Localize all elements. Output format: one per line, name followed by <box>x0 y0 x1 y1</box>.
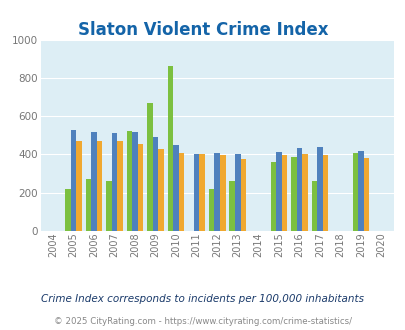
Bar <box>363 158 369 231</box>
Bar <box>290 157 296 231</box>
Text: © 2025 CityRating.com - https://www.cityrating.com/crime-statistics/: © 2025 CityRating.com - https://www.city… <box>54 317 351 326</box>
Bar <box>240 159 245 231</box>
Bar <box>301 154 307 231</box>
Bar <box>173 145 179 231</box>
Bar <box>234 154 240 231</box>
Bar <box>96 141 102 231</box>
Text: Slaton Violent Crime Index: Slaton Violent Crime Index <box>78 21 327 40</box>
Bar <box>275 152 281 231</box>
Bar <box>126 130 132 231</box>
Bar <box>316 147 322 231</box>
Bar <box>111 133 117 231</box>
Bar <box>147 103 152 231</box>
Bar <box>91 132 96 231</box>
Bar <box>117 142 123 231</box>
Bar <box>311 181 316 231</box>
Bar <box>65 189 70 231</box>
Bar <box>70 130 76 231</box>
Bar <box>158 149 164 231</box>
Bar <box>152 137 158 231</box>
Bar <box>296 148 301 231</box>
Bar <box>352 153 357 231</box>
Bar <box>281 155 286 231</box>
Bar <box>106 181 111 231</box>
Bar <box>132 132 138 231</box>
Bar <box>357 151 363 231</box>
Bar <box>322 155 327 231</box>
Bar <box>199 154 205 231</box>
Bar <box>138 144 143 231</box>
Bar <box>194 154 199 231</box>
Bar <box>167 66 173 231</box>
Bar <box>85 179 91 231</box>
Text: Crime Index corresponds to incidents per 100,000 inhabitants: Crime Index corresponds to incidents per… <box>41 294 364 304</box>
Bar <box>76 142 81 231</box>
Bar <box>270 162 275 231</box>
Bar <box>220 155 225 231</box>
Bar <box>179 153 184 231</box>
Bar <box>209 189 214 231</box>
Bar <box>229 181 234 231</box>
Bar <box>214 153 220 231</box>
